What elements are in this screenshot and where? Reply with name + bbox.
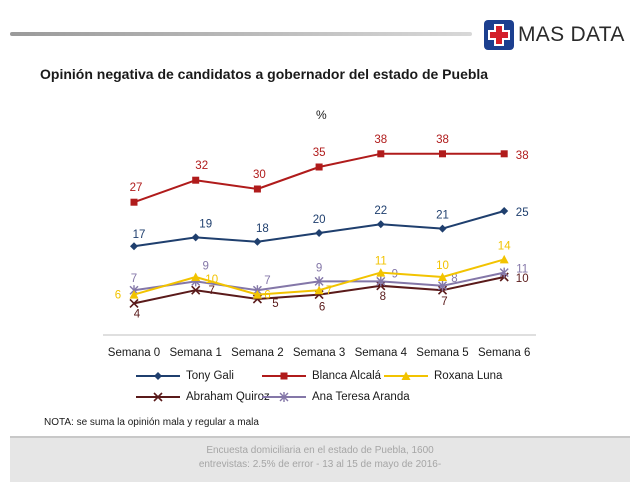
data-label-tony: 19 bbox=[199, 218, 212, 230]
data-label-blanca: 32 bbox=[195, 160, 208, 172]
data-point-star bbox=[438, 280, 447, 291]
chart-note: NOTA: se suma la opinión mala y regular … bbox=[44, 417, 259, 428]
legend-marker-diamond-icon bbox=[136, 372, 180, 380]
data-point-diamond bbox=[376, 220, 385, 229]
data-point-square bbox=[130, 198, 138, 206]
footer-line-2: entrevistas: 2.5% de error - 13 al 15 de… bbox=[198, 459, 442, 470]
marker-stroke bbox=[191, 285, 201, 295]
data-label-ana: 7 bbox=[131, 273, 137, 285]
data-label-abraham: 6 bbox=[319, 302, 325, 314]
legend-marker-triangle-icon bbox=[384, 371, 428, 380]
data-label-abraham: 7 bbox=[441, 296, 447, 308]
data-point-triangle bbox=[129, 290, 139, 299]
data-label-blanca: 38 bbox=[436, 134, 449, 146]
data-label-ana: 11 bbox=[516, 264, 528, 276]
legend-item-tony: Tony Gali bbox=[136, 370, 234, 382]
legend-item-abraham: Abraham Quiroz bbox=[136, 391, 270, 403]
data-label-tony: 25 bbox=[516, 207, 529, 219]
data-point-square bbox=[500, 150, 508, 158]
data-label-tony: 17 bbox=[133, 229, 146, 241]
data-label-abraham: 10 bbox=[516, 273, 529, 285]
x-tick-label: Semana 6 bbox=[478, 347, 530, 359]
data-label-roxana: 6 bbox=[115, 290, 121, 302]
chart-title: Opinión negativa de candidatos a goberna… bbox=[40, 66, 489, 82]
x-tick-label: Semana 3 bbox=[293, 347, 345, 359]
data-point-square bbox=[377, 150, 385, 158]
data-point-square bbox=[192, 176, 200, 184]
data-label-roxana: 11 bbox=[375, 256, 387, 268]
legend-item-ana: Ana Teresa Aranda bbox=[262, 391, 410, 403]
legend-item-blanca: Blanca Alcalá bbox=[262, 370, 381, 382]
legend-label-tony: Tony Gali bbox=[186, 370, 234, 382]
data-label-blanca: 38 bbox=[374, 134, 387, 146]
legend-item-roxana: Roxana Luna bbox=[384, 370, 502, 382]
legend-marker-square-icon bbox=[262, 372, 306, 380]
data-label-ana: 7 bbox=[264, 275, 270, 287]
data-point-square bbox=[253, 185, 261, 193]
data-label-roxana: 10 bbox=[436, 260, 449, 272]
data-point-diamond bbox=[438, 224, 447, 233]
data-point-triangle bbox=[252, 290, 262, 299]
data-point-star bbox=[376, 276, 386, 287]
x-tick-label: Semana 0 bbox=[108, 347, 160, 359]
brand-logo: MAS DATA bbox=[484, 14, 634, 54]
chart-legend: Tony Gali Blanca Alcalá Roxana Luna Abra… bbox=[130, 370, 550, 410]
data-point-diamond bbox=[500, 207, 509, 215]
data-label-abraham: 5 bbox=[272, 298, 278, 310]
data-label-roxana: 7 bbox=[326, 285, 332, 297]
data-label-ana: 8 bbox=[451, 273, 457, 285]
data-label-blanca: 30 bbox=[253, 169, 266, 181]
header-bar bbox=[10, 32, 472, 36]
data-label-ana: 9 bbox=[316, 262, 322, 274]
data-label-tony: 20 bbox=[313, 214, 326, 226]
data-point-star bbox=[314, 276, 324, 287]
data-point-triangle bbox=[191, 272, 201, 281]
brand-name: MAS DATA bbox=[518, 23, 625, 46]
data-label-roxana: 14 bbox=[498, 240, 511, 252]
chart-unit: % bbox=[316, 108, 327, 122]
legend-label-blanca: Blanca Alcalá bbox=[312, 370, 382, 382]
legend-label-ana: Ana Teresa Aranda bbox=[312, 391, 410, 403]
data-point-x bbox=[191, 285, 201, 295]
marker-stroke bbox=[129, 298, 139, 308]
x-tick-label: Semana 4 bbox=[355, 347, 408, 359]
data-label-blanca: 38 bbox=[516, 150, 529, 162]
legend-label-roxana: Roxana Luna bbox=[434, 370, 503, 382]
x-tick-label: Semana 1 bbox=[169, 347, 221, 359]
data-point-square bbox=[315, 163, 323, 171]
series-line-blanca bbox=[133, 152, 505, 204]
data-label-ana: 9 bbox=[202, 260, 208, 272]
x-tick-label: Semana 5 bbox=[416, 347, 468, 359]
data-label-abraham: 7 bbox=[208, 285, 214, 297]
data-label-blanca: 27 bbox=[130, 182, 143, 194]
data-point-triangle bbox=[376, 268, 386, 277]
brand-cross-icon bbox=[484, 20, 514, 50]
footer-line-1: Encuesta domiciliaria en el estado de Pu… bbox=[206, 445, 434, 456]
data-point-diamond bbox=[130, 242, 138, 251]
data-label-abraham: 4 bbox=[134, 308, 141, 320]
data-point-triangle bbox=[499, 254, 509, 264]
data-label-abraham: 8 bbox=[380, 291, 386, 303]
legend-label-abraham: Abraham Quiroz bbox=[186, 391, 270, 403]
data-point-triangle bbox=[438, 272, 447, 281]
data-point-x bbox=[129, 298, 139, 308]
data-label-roxana: 10 bbox=[205, 274, 218, 286]
data-point-diamond bbox=[191, 233, 200, 242]
data-label-roxana: 6 bbox=[264, 290, 270, 302]
legend-marker-star-icon bbox=[262, 392, 306, 402]
footer-text: Encuesta domiciliaria en el estado de Pu… bbox=[10, 444, 630, 472]
data-point-diamond bbox=[253, 237, 262, 246]
data-label-blanca: 35 bbox=[313, 147, 326, 159]
data-label-tony: 22 bbox=[374, 205, 387, 217]
data-point-diamond bbox=[315, 229, 324, 237]
data-label-tony: 18 bbox=[256, 223, 269, 235]
data-point-triangle bbox=[314, 285, 324, 295]
footer: Encuesta domiciliaria en el estado de Pu… bbox=[10, 436, 630, 482]
data-label-tony: 21 bbox=[436, 210, 449, 222]
data-point-square bbox=[439, 150, 446, 158]
data-point-star bbox=[499, 267, 509, 278]
x-tick-label: Semana 2 bbox=[231, 347, 283, 359]
legend-marker-x-icon bbox=[136, 392, 180, 402]
